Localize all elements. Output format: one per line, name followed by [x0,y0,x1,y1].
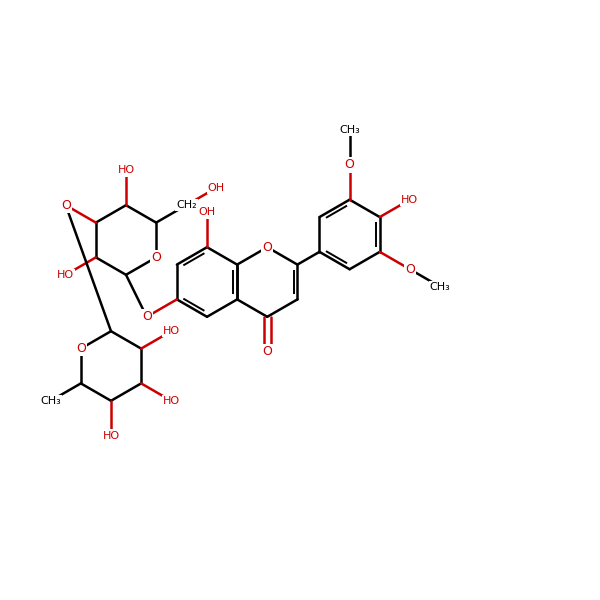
Text: HO: HO [118,166,134,175]
Text: HO: HO [401,194,418,205]
Text: O: O [405,263,415,276]
Text: HO: HO [163,396,180,406]
Text: HO: HO [163,326,180,336]
Text: O: O [76,342,86,355]
Text: CH₃: CH₃ [339,125,360,135]
Text: OH: OH [208,183,225,193]
Text: CH₃: CH₃ [430,281,451,292]
Text: O: O [142,310,152,323]
Text: O: O [262,345,272,358]
Text: CH₂: CH₂ [176,200,197,210]
Text: CH₃: CH₃ [40,396,61,406]
Text: O: O [61,199,71,212]
Text: O: O [344,158,355,172]
Text: HO: HO [57,270,74,280]
Text: O: O [262,241,272,254]
Text: HO: HO [103,431,119,440]
Text: OH: OH [199,208,215,217]
Text: O: O [151,251,161,264]
